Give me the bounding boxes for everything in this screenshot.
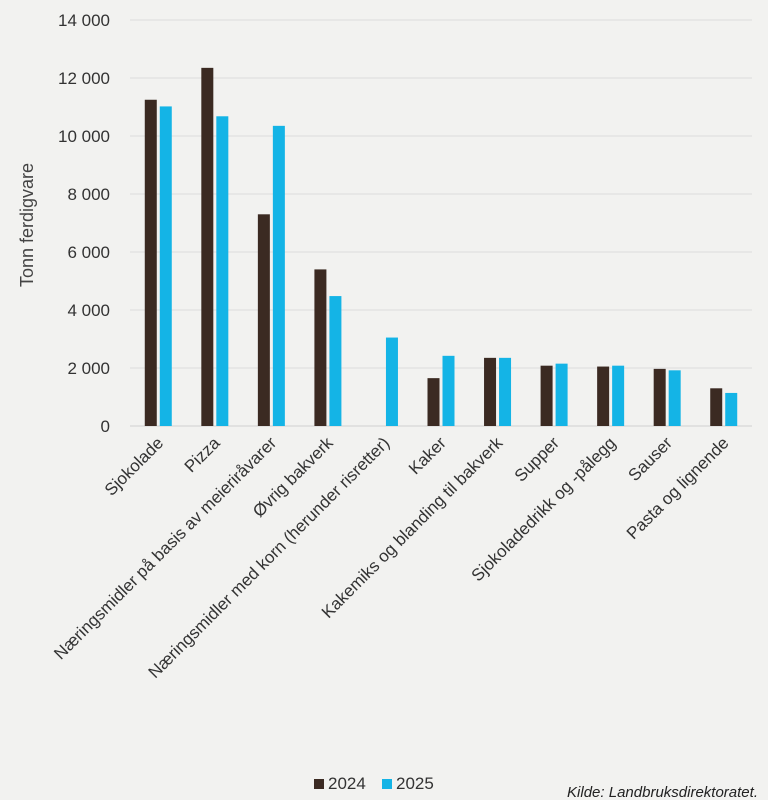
y-tick-label: 8 000 bbox=[67, 185, 110, 204]
y-axis-label: Tonn ferdigvare bbox=[17, 163, 37, 287]
legend-swatch-2025 bbox=[382, 779, 392, 789]
x-category-label: Pizza bbox=[181, 433, 224, 476]
bar-2024 bbox=[710, 388, 723, 426]
source-note: Kilde: Landbruksdirektoratet. bbox=[567, 784, 758, 800]
x-category-label: Kaker bbox=[405, 433, 450, 478]
x-category-label: Pasta og lignende bbox=[623, 433, 733, 543]
y-tick-label: 10 000 bbox=[58, 127, 110, 146]
bar-2024 bbox=[427, 378, 440, 426]
bar-2024 bbox=[653, 368, 666, 426]
bar-2025 bbox=[159, 106, 172, 427]
y-tick-label: 2 000 bbox=[67, 359, 110, 378]
bar-2024 bbox=[314, 269, 327, 426]
bar-2025 bbox=[612, 365, 625, 426]
bar-2025 bbox=[329, 296, 342, 426]
bars bbox=[144, 67, 738, 427]
y-tick-label: 12 000 bbox=[58, 69, 110, 88]
bar-2025 bbox=[668, 370, 681, 426]
x-category-label: Næringsmidler med korn (herunder risrett… bbox=[145, 433, 394, 682]
bar-2025 bbox=[442, 355, 455, 426]
y-tick-label: 0 bbox=[101, 417, 110, 436]
bar-2024 bbox=[540, 365, 553, 426]
y-axis-ticks: 0 2 000 4 000 6 000 8 000 10 000 12 000 14 000 bbox=[58, 11, 110, 436]
bar-2025 bbox=[385, 337, 398, 426]
legend-label: 2024 bbox=[328, 774, 366, 793]
bar-2024 bbox=[484, 357, 497, 426]
bar-2025 bbox=[555, 363, 568, 426]
bar-2025 bbox=[725, 392, 738, 426]
x-category-label: Supper bbox=[511, 433, 563, 485]
bar-2025 bbox=[499, 357, 512, 426]
bar-2024 bbox=[201, 67, 214, 426]
bar-2025 bbox=[272, 125, 285, 426]
y-tick-label: 6 000 bbox=[67, 243, 110, 262]
y-tick-label: 14 000 bbox=[58, 11, 110, 30]
legend: 2024 2025 bbox=[314, 774, 434, 793]
bar-2024 bbox=[597, 366, 610, 426]
bar-2024 bbox=[257, 214, 270, 426]
x-category-label: Næringsmidler på basis av meieriråvarer bbox=[50, 433, 280, 663]
bar-2025 bbox=[216, 116, 229, 426]
x-category-label: Sauser bbox=[624, 433, 676, 485]
legend-label: 2025 bbox=[396, 774, 434, 793]
y-tick-label: 4 000 bbox=[67, 301, 110, 320]
bar-2024 bbox=[144, 99, 157, 426]
x-category-label: Sjokolade bbox=[101, 433, 167, 499]
gridlines bbox=[130, 19, 752, 427]
legend-swatch-2024 bbox=[314, 779, 324, 789]
